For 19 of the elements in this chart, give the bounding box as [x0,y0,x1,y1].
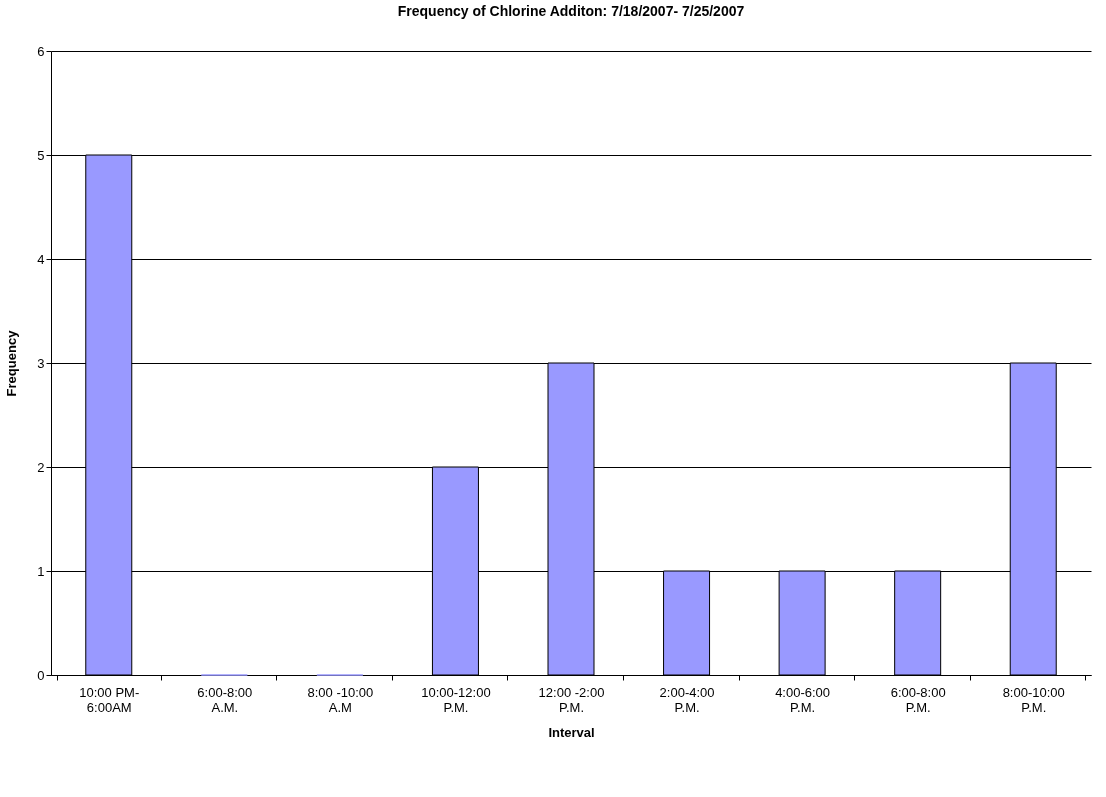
x-tick-label: 2:00-4:00 P.M. [659,684,715,715]
y-tick-label: 0 [37,667,45,683]
x-tick-label: 4:00-6:00 P.M. [775,684,831,715]
x-tick-label: 6:00-8:00 P.M. [890,684,946,715]
y-tick-label: 3 [37,355,45,371]
chart-title: Frequency of Chlorine Additon: 7/18/2007- 7/25/2007 [397,3,745,19]
x-tick-label: 10:00 PM- 6:00AM [79,684,140,715]
x-tick-label: 8:00 -10:00 A.M [307,684,374,715]
x-axis-title: Interval [548,724,595,740]
x-tick-label: 6:00-8:00 A.M. [197,684,253,715]
y-tick-label: 1 [37,563,45,579]
y-tick-label: 5 [37,147,45,163]
y-tick-label: 6 [37,43,45,59]
x-tick-label: 10:00-12:00 P.M. [421,684,491,715]
y-tick-label: 4 [37,251,45,267]
y-tick-label: 2 [37,459,45,475]
x-tick-label: 12:00 -2:00 P.M. [538,684,605,715]
y-axis-title: Frequency [4,329,20,397]
x-tick-label: 8:00-10:00 P.M. [1002,684,1065,715]
